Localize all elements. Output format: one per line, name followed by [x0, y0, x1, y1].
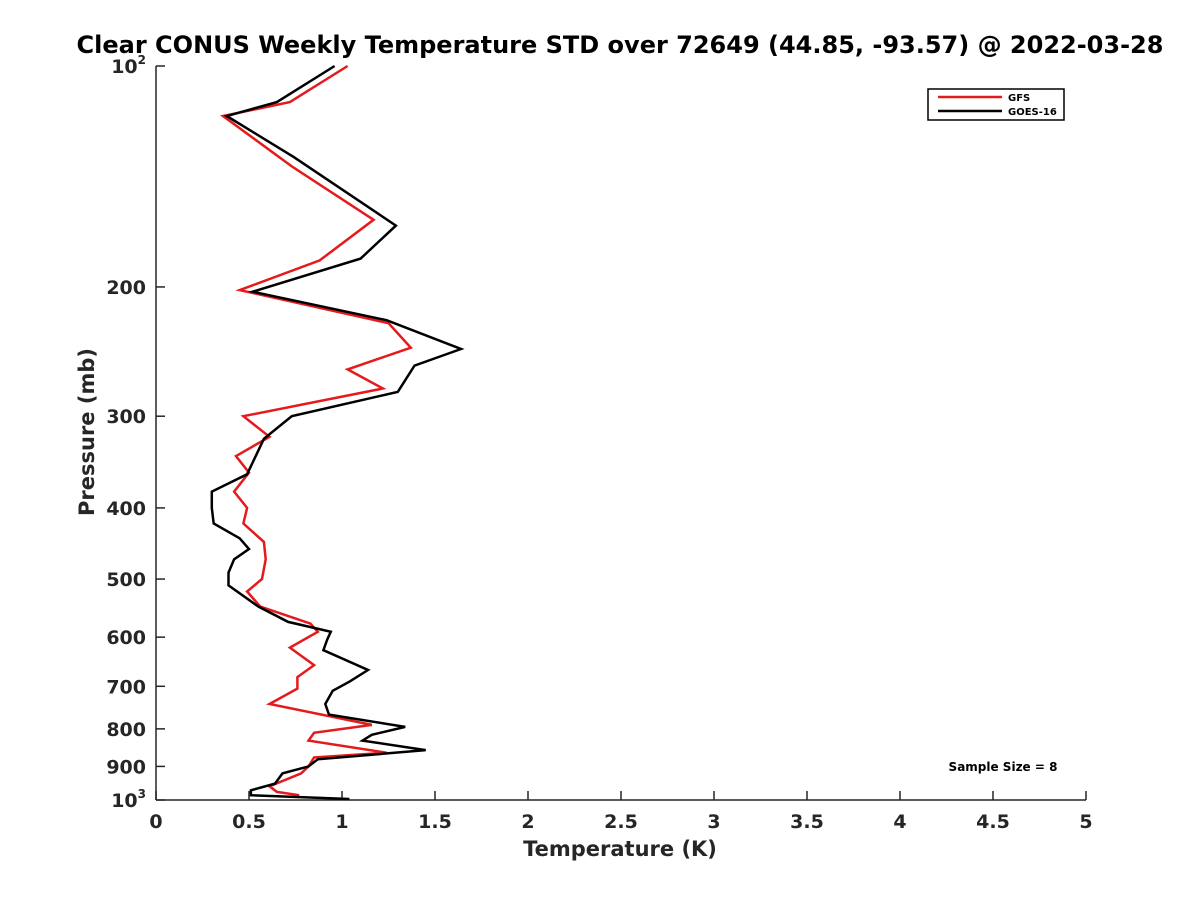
y-tick-label: 400	[106, 498, 146, 520]
x-tick-label: 1.5	[418, 811, 452, 833]
y-tick-label: 103	[111, 787, 146, 812]
y-tick-label: 300	[106, 406, 146, 428]
x-tick-label: 5	[1079, 811, 1092, 833]
series-line-goes-16	[210, 64, 465, 801]
x-tick-label: 2.5	[604, 811, 638, 833]
x-tick-label: 0	[149, 811, 162, 833]
x-tick-label: 4	[893, 811, 906, 833]
series-layer	[210, 64, 465, 801]
sample-size-annotation: Sample Size = 8	[949, 760, 1058, 774]
y-tick-label: 200	[106, 277, 146, 299]
y-tick-label: 900	[106, 756, 146, 778]
y-tick-label: 800	[106, 719, 146, 741]
legend-box	[927, 88, 1065, 121]
x-tick-label: 2	[521, 811, 534, 833]
x-tick-label: 4.5	[976, 811, 1010, 833]
y-tick-label: 102	[111, 53, 146, 78]
axes: 0 0.5 1 1.5 2 2.5 3 3.5 4 4.5 5 102 200 300 400 500 600 7…	[106, 53, 1092, 833]
y-tick-label: 600	[106, 627, 146, 649]
y-axis-label: Pressure (mb)	[75, 348, 99, 516]
y-tick-label: 500	[106, 569, 146, 591]
x-axis-label: Temperature (K)	[523, 837, 717, 861]
legend-label: GFS	[1008, 93, 1030, 104]
x-tick-label: 0.5	[232, 811, 266, 833]
y-tick-label: 700	[106, 676, 146, 698]
x-tick-label: 3.5	[790, 811, 824, 833]
legend: GFS GOES-16	[927, 88, 1065, 121]
x-tick-label: 3	[707, 811, 720, 833]
x-tick-label: 1	[335, 811, 348, 833]
legend-label: GOES-16	[1008, 107, 1057, 118]
chart-title: Clear CONUS Weekly Temperature STD over …	[77, 31, 1164, 59]
series-line-gfs	[219, 64, 414, 797]
